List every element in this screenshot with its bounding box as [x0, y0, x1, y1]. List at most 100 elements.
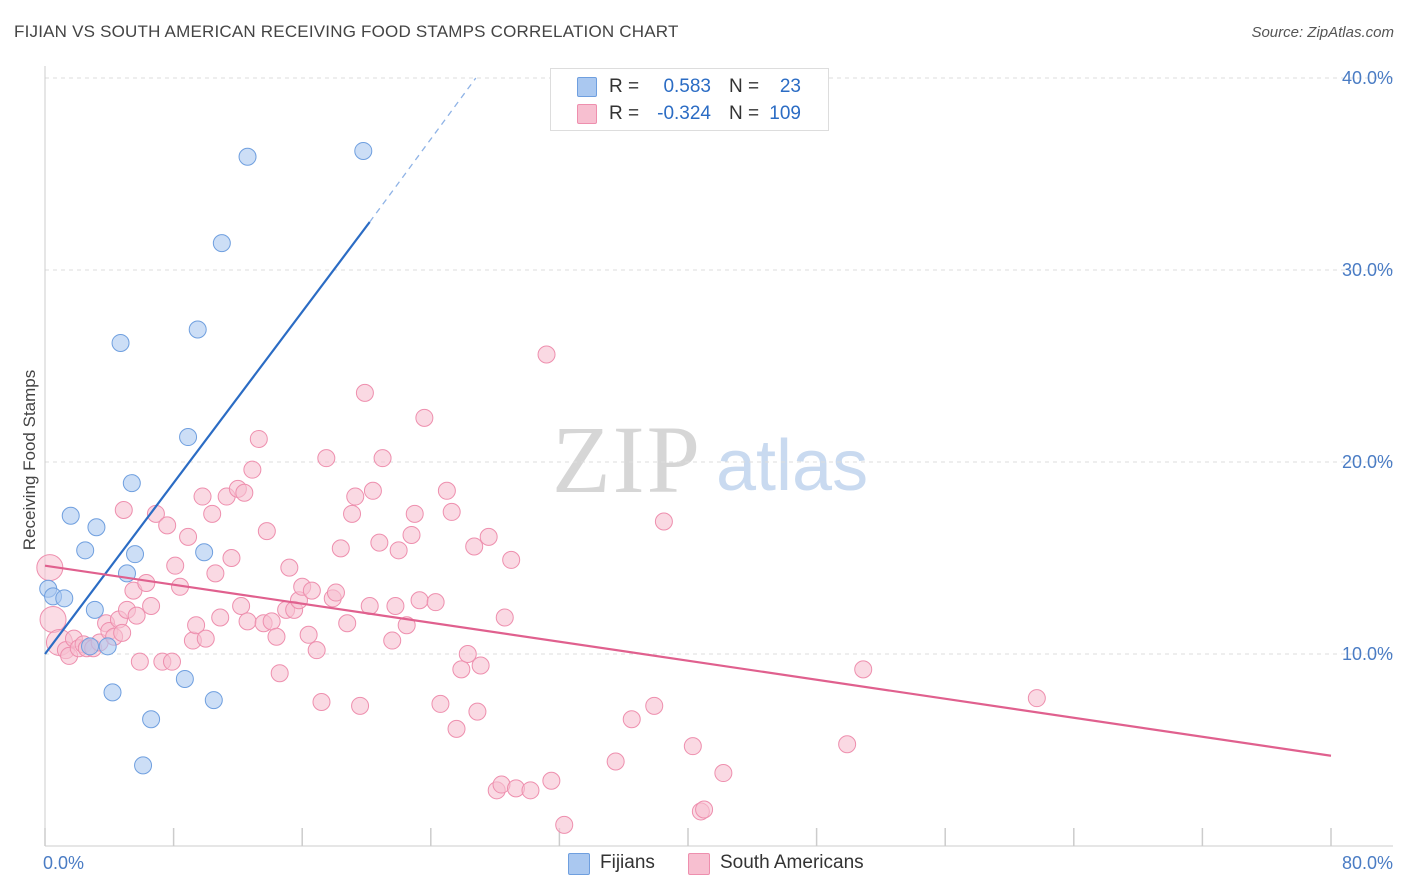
legend-n-label: N = — [729, 103, 760, 124]
south-american-point — [370, 533, 389, 552]
south-american-point — [854, 660, 873, 679]
south-american-point — [270, 664, 289, 683]
south-american-point — [206, 564, 225, 583]
y-tick-label: 30.0% — [1342, 260, 1393, 280]
south-american-point — [257, 522, 276, 541]
legend-swatch-fijians — [577, 77, 597, 97]
x-tick-label: 80.0% — [1342, 853, 1393, 873]
south-american-point — [452, 660, 471, 679]
south-american-point — [346, 487, 365, 506]
south-american-point — [645, 696, 664, 715]
x-tick-label: 0.0% — [43, 853, 84, 873]
legend-r-value: -0.324 — [657, 103, 711, 124]
series-south-americans — [36, 345, 1046, 834]
south-american-point — [695, 800, 714, 819]
source-label: Source: ZipAtlas.com — [1251, 24, 1394, 41]
fijian-point — [87, 518, 106, 537]
south-american-point — [838, 735, 857, 754]
y-tick-label: 40.0% — [1342, 68, 1393, 88]
south-american-point — [302, 581, 321, 600]
fijian-point — [81, 637, 100, 656]
fijian-point — [61, 506, 80, 525]
south-american-point — [203, 504, 222, 523]
fijian-point — [134, 756, 153, 775]
south-american-point — [127, 606, 146, 625]
south-american-point — [162, 652, 181, 671]
south-american-point — [326, 583, 345, 602]
south-american-point — [426, 593, 445, 612]
south-american-trend-line — [44, 564, 1332, 757]
watermark: ZIP atlas — [552, 406, 868, 513]
legend-row-south-americans: R = -0.324 N = 109 — [551, 101, 828, 127]
fijian-point — [103, 683, 122, 702]
legend-n-value: 23 — [779, 76, 801, 97]
south-american-point — [351, 696, 370, 715]
south-american-point — [317, 449, 336, 468]
south-american-point — [130, 652, 149, 671]
south-american-point — [495, 608, 514, 627]
y-tick-label: 10.0% — [1342, 644, 1393, 664]
south-american-point — [442, 502, 461, 521]
south-american-point — [447, 719, 466, 738]
fijian-point — [238, 147, 257, 166]
south-american-point — [232, 597, 251, 615]
south-american-point — [249, 429, 268, 448]
fijian-point — [111, 333, 130, 352]
watermark-zip: ZIP — [552, 406, 702, 513]
south-american-point — [714, 764, 733, 783]
legend-row-fijians: R = 0.583 N = 23 — [551, 74, 828, 100]
fijian-point — [122, 474, 141, 493]
fijian-trend-extension — [369, 77, 477, 223]
south-american-point — [437, 481, 456, 500]
south-american-point — [166, 556, 185, 575]
south-american-point — [373, 449, 392, 468]
south-american-point — [235, 483, 254, 502]
south-american-point — [606, 752, 625, 771]
south-american-point — [243, 460, 262, 479]
fijian-point — [188, 320, 207, 339]
fijian-point — [98, 637, 117, 656]
south-american-point — [193, 487, 212, 506]
south-american-point — [307, 641, 326, 660]
south-american-point — [211, 608, 230, 627]
legend-r-value: 0.583 — [663, 76, 711, 97]
south-american-point — [521, 781, 540, 800]
south-american-point — [386, 597, 405, 615]
south-american-point — [280, 558, 299, 577]
fijian-point — [179, 428, 198, 447]
south-american-point — [465, 537, 484, 556]
fijian-point — [175, 669, 194, 688]
trend-lines — [44, 77, 1332, 757]
fijian-point — [354, 141, 373, 160]
legend-label-south-americans: South Americans — [720, 852, 864, 873]
fijian-point — [195, 543, 214, 562]
south-american-point — [238, 612, 257, 631]
legend-swatch-fijians — [568, 853, 590, 875]
legend-r-label: R = — [609, 103, 640, 124]
fijian-point — [212, 234, 231, 253]
south-american-point — [299, 625, 318, 644]
fijian-point — [55, 589, 74, 608]
axes — [44, 66, 1393, 847]
fijian-point — [85, 600, 104, 619]
south-american-point — [137, 573, 156, 592]
south-american-point — [158, 516, 177, 535]
legend-label-fijians: Fijians — [600, 852, 655, 873]
south-american-point — [654, 512, 673, 531]
south-american-point — [39, 605, 67, 633]
south-american-point — [338, 614, 357, 633]
south-american-point — [262, 612, 281, 631]
chart-title: FIJIAN VS SOUTH AMERICAN RECEIVING FOOD … — [14, 22, 679, 41]
south-american-point — [555, 815, 574, 834]
south-american-point — [415, 408, 434, 427]
watermark-atlas: atlas — [716, 426, 868, 506]
fijian-point — [204, 691, 223, 710]
legend-n-value: 109 — [769, 103, 801, 124]
legend-r-label: R = — [609, 76, 640, 97]
south-american-point — [542, 771, 561, 790]
south-american-point — [187, 616, 206, 635]
south-american-point — [468, 702, 487, 721]
series-legend: Fijians South Americans — [0, 851, 1406, 877]
south-american-point — [179, 527, 198, 546]
